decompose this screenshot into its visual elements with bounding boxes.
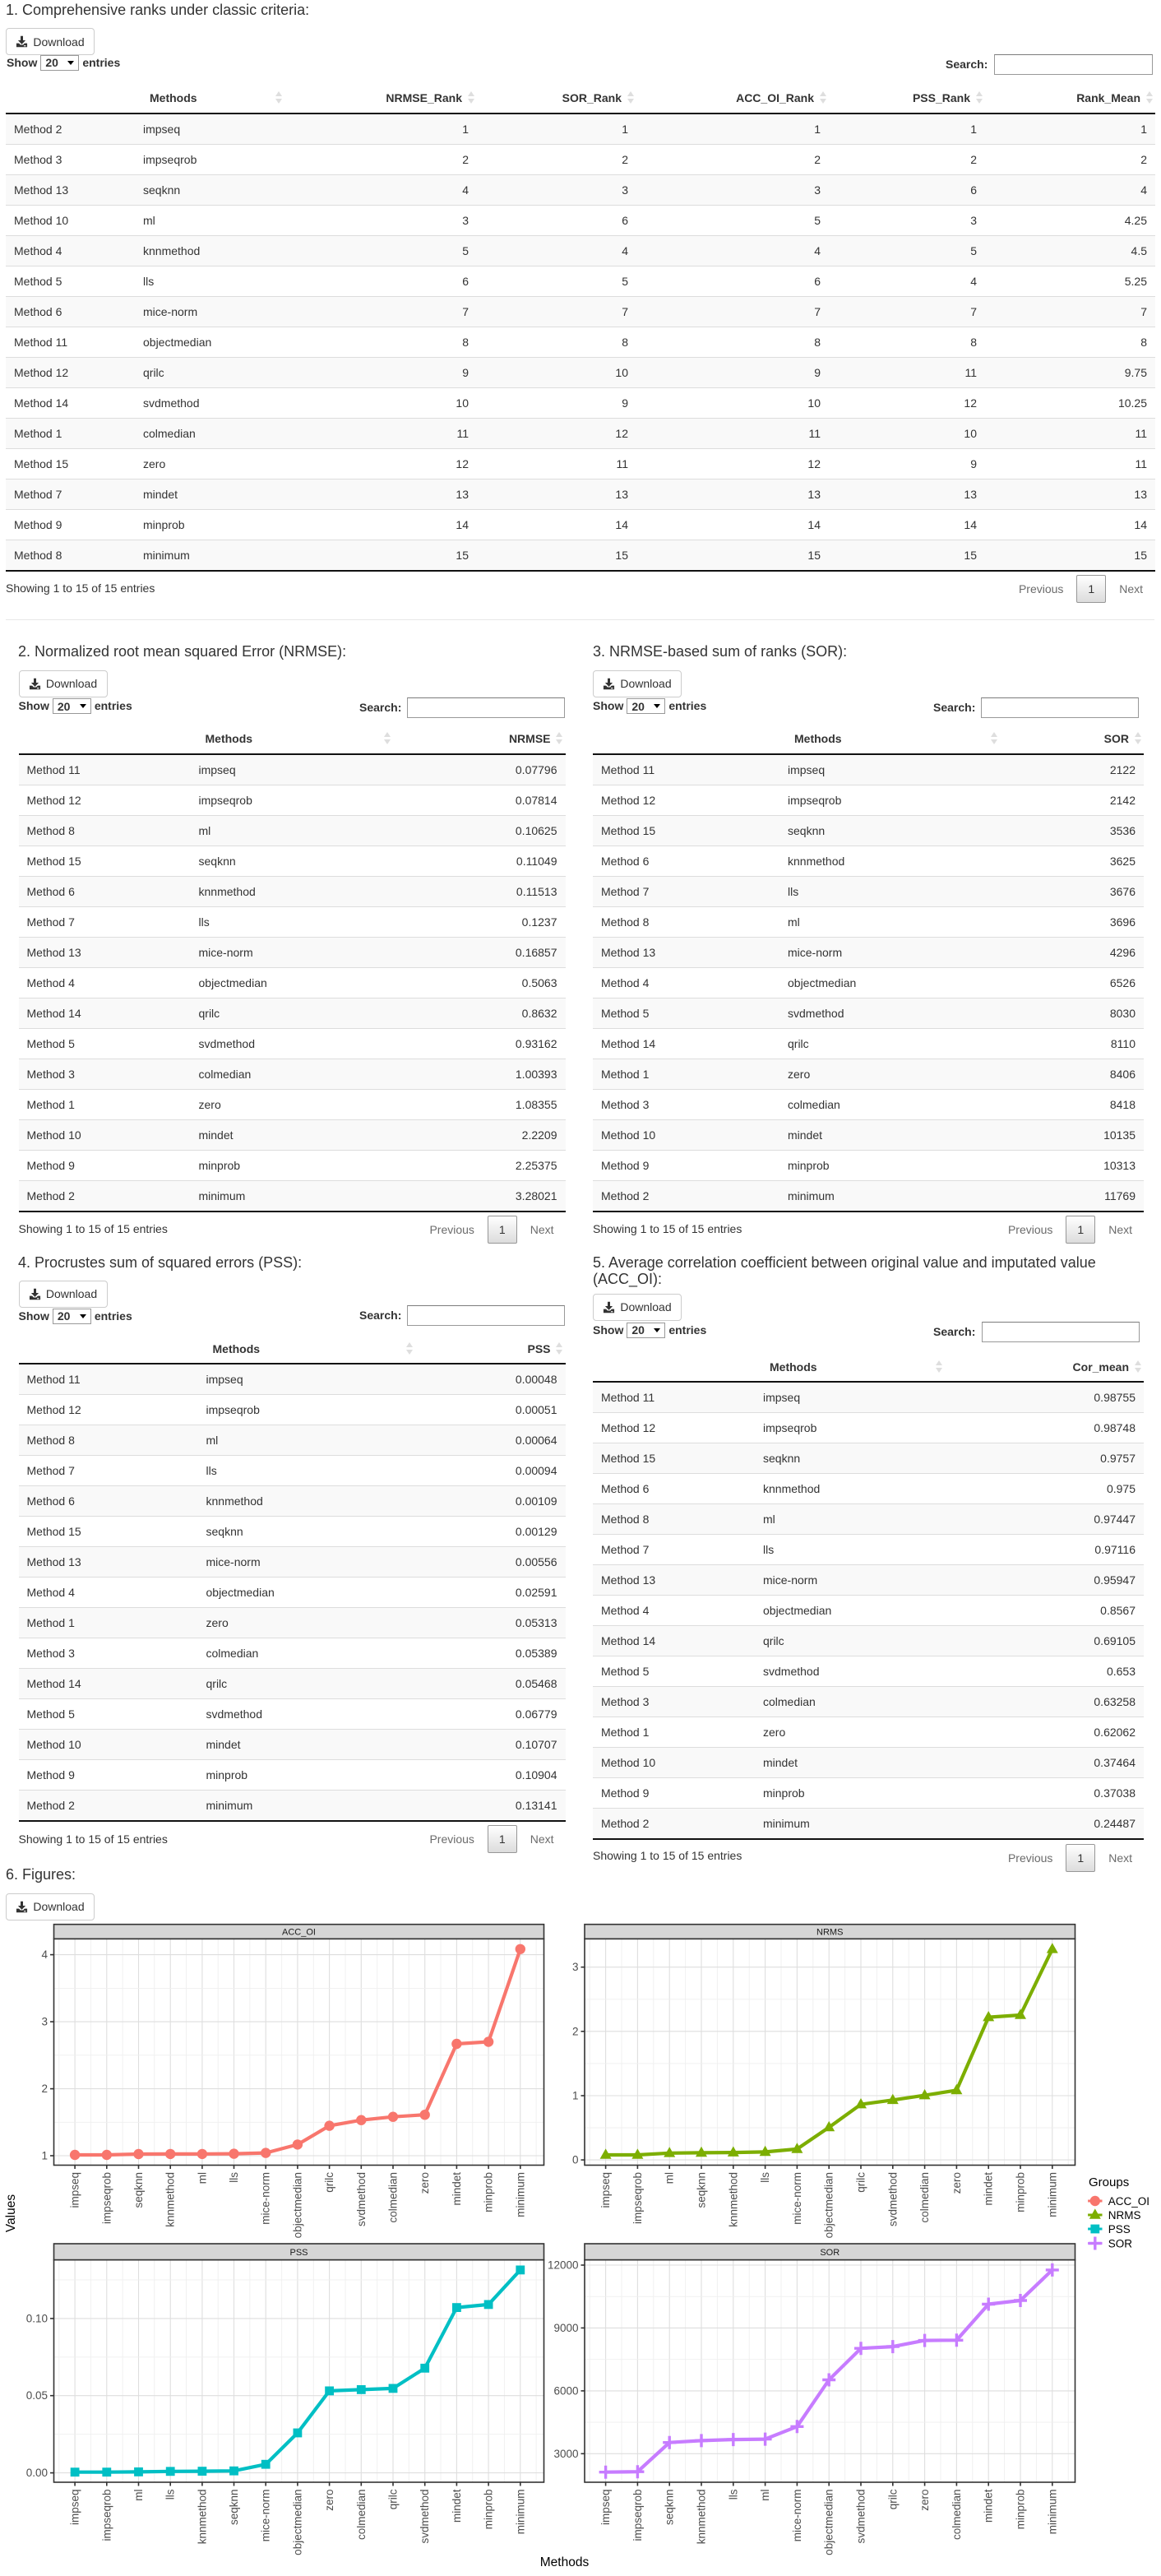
svg-text:impseq: impseq [599, 2490, 612, 2526]
svg-text:mice-norm: mice-norm [260, 2490, 272, 2542]
svg-text:0.10: 0.10 [26, 2312, 48, 2324]
svg-text:objectmedian: objectmedian [291, 2490, 303, 2555]
svg-text:ml: ml [132, 2490, 145, 2501]
svg-text:svdmethod: svdmethod [855, 2490, 867, 2544]
svg-text:1: 1 [41, 2150, 48, 2162]
svg-text:1: 1 [572, 2090, 579, 2102]
svg-text:impseqrob: impseqrob [100, 2490, 113, 2541]
svg-text:colmedian: colmedian [387, 2172, 400, 2223]
svg-text:mice-norm: mice-norm [791, 2172, 803, 2225]
svg-text:ml: ml [664, 2172, 676, 2184]
svg-text:SOR: SOR [820, 2248, 840, 2258]
svg-text:zero: zero [918, 2490, 931, 2511]
svg-text:mindet: mindet [983, 2172, 995, 2206]
svg-text:2: 2 [572, 2025, 579, 2037]
svg-text:mindet: mindet [451, 2172, 463, 2206]
svg-text:0.05: 0.05 [26, 2389, 48, 2402]
svg-text:minimum: minimum [1046, 2172, 1058, 2217]
svg-text:mice-norm: mice-norm [260, 2172, 272, 2225]
svg-text:6000: 6000 [553, 2384, 578, 2397]
svg-text:objectmedian: objectmedian [823, 2172, 835, 2238]
svg-text:zero: zero [951, 2172, 963, 2194]
svg-text:lls: lls [164, 2489, 177, 2500]
svg-text:SOR: SOR [1108, 2237, 1133, 2249]
svg-text:ACC_OI: ACC_OI [282, 1928, 316, 1938]
svg-text:objectmedian: objectmedian [291, 2172, 303, 2238]
svg-text:minprob: minprob [1015, 2490, 1027, 2530]
svg-text:impseqrob: impseqrob [631, 2172, 644, 2224]
svg-text:minprob: minprob [483, 2172, 495, 2212]
svg-text:mindet: mindet [451, 2489, 463, 2523]
svg-text:mice-norm: mice-norm [791, 2490, 803, 2542]
svg-text:knnmethod: knnmethod [727, 2172, 739, 2227]
svg-text:9000: 9000 [553, 2322, 578, 2334]
svg-text:NRMS: NRMS [816, 1928, 843, 1938]
svg-text:Methods: Methods [540, 2555, 590, 2569]
svg-text:qrilc: qrilc [323, 2172, 335, 2193]
svg-text:impseq: impseq [69, 2490, 81, 2526]
svg-text:0.00: 0.00 [26, 2467, 48, 2479]
svg-text:minprob: minprob [1015, 2172, 1027, 2212]
svg-text:colmedian: colmedian [355, 2490, 368, 2541]
svg-text:PSS: PSS [289, 2248, 308, 2258]
svg-text:seqknn: seqknn [228, 2490, 240, 2526]
svg-text:lls: lls [228, 2172, 240, 2183]
svg-text:3000: 3000 [553, 2448, 578, 2460]
svg-text:impseq: impseq [69, 2172, 81, 2208]
svg-text:3: 3 [572, 1961, 579, 1973]
svg-text:knnmethod: knnmethod [164, 2172, 177, 2227]
svg-text:impseqrob: impseqrob [631, 2490, 644, 2541]
svg-text:4: 4 [41, 1948, 48, 1961]
svg-text:0: 0 [572, 2154, 579, 2166]
svg-text:qrilc: qrilc [886, 2489, 899, 2509]
svg-text:lls: lls [727, 2489, 739, 2500]
svg-text:zero: zero [419, 2172, 431, 2194]
svg-text:mindet: mindet [983, 2489, 995, 2523]
svg-text:colmedian: colmedian [951, 2490, 963, 2541]
svg-text:2: 2 [41, 2083, 48, 2095]
svg-text:minimum: minimum [514, 2172, 526, 2217]
svg-text:seqknn: seqknn [132, 2172, 145, 2208]
svg-text:ml: ml [759, 2490, 771, 2501]
svg-text:seqknn: seqknn [664, 2490, 676, 2526]
svg-text:12000: 12000 [548, 2259, 579, 2272]
svg-text:Groups: Groups [1089, 2175, 1129, 2189]
svg-text:ml: ml [196, 2172, 208, 2184]
svg-text:colmedian: colmedian [918, 2172, 931, 2223]
svg-text:NRMS: NRMS [1108, 2209, 1141, 2222]
svg-text:qrilc: qrilc [387, 2489, 400, 2509]
svg-text:svdmethod: svdmethod [419, 2490, 431, 2544]
svg-text:minimum: minimum [514, 2490, 526, 2535]
svg-text:lls: lls [759, 2172, 771, 2183]
svg-text:seqknn: seqknn [696, 2172, 708, 2208]
svg-text:objectmedian: objectmedian [823, 2490, 835, 2555]
svg-text:svdmethod: svdmethod [886, 2172, 899, 2226]
svg-text:zero: zero [323, 2490, 335, 2511]
svg-text:knnmethod: knnmethod [196, 2490, 208, 2545]
svg-text:svdmethod: svdmethod [355, 2172, 368, 2226]
svg-text:qrilc: qrilc [855, 2172, 867, 2193]
svg-text:Values: Values [4, 2194, 18, 2232]
svg-text:impseqrob: impseqrob [100, 2172, 113, 2224]
svg-text:minimum: minimum [1046, 2490, 1058, 2535]
svg-text:minprob: minprob [483, 2490, 495, 2530]
svg-text:impseq: impseq [599, 2172, 612, 2208]
svg-text:ACC_OI: ACC_OI [1108, 2195, 1149, 2208]
svg-text:3: 3 [41, 2016, 48, 2028]
svg-text:PSS: PSS [1108, 2223, 1131, 2235]
svg-text:knnmethod: knnmethod [696, 2490, 708, 2545]
